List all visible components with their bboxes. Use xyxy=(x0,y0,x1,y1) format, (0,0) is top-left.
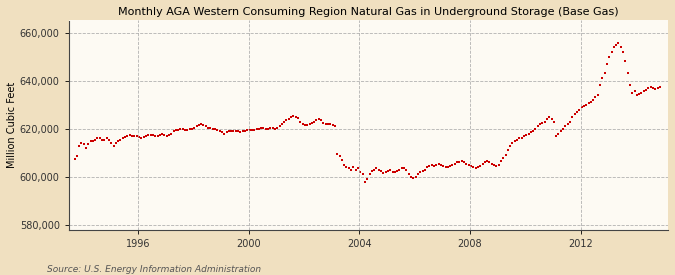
Y-axis label: Million Cubic Feet: Million Cubic Feet xyxy=(7,82,17,168)
Title: Monthly AGA Western Consuming Region Natural Gas in Underground Storage (Base Ga: Monthly AGA Western Consuming Region Nat… xyxy=(118,7,619,17)
Text: Source: U.S. Energy Information Administration: Source: U.S. Energy Information Administ… xyxy=(47,265,261,274)
